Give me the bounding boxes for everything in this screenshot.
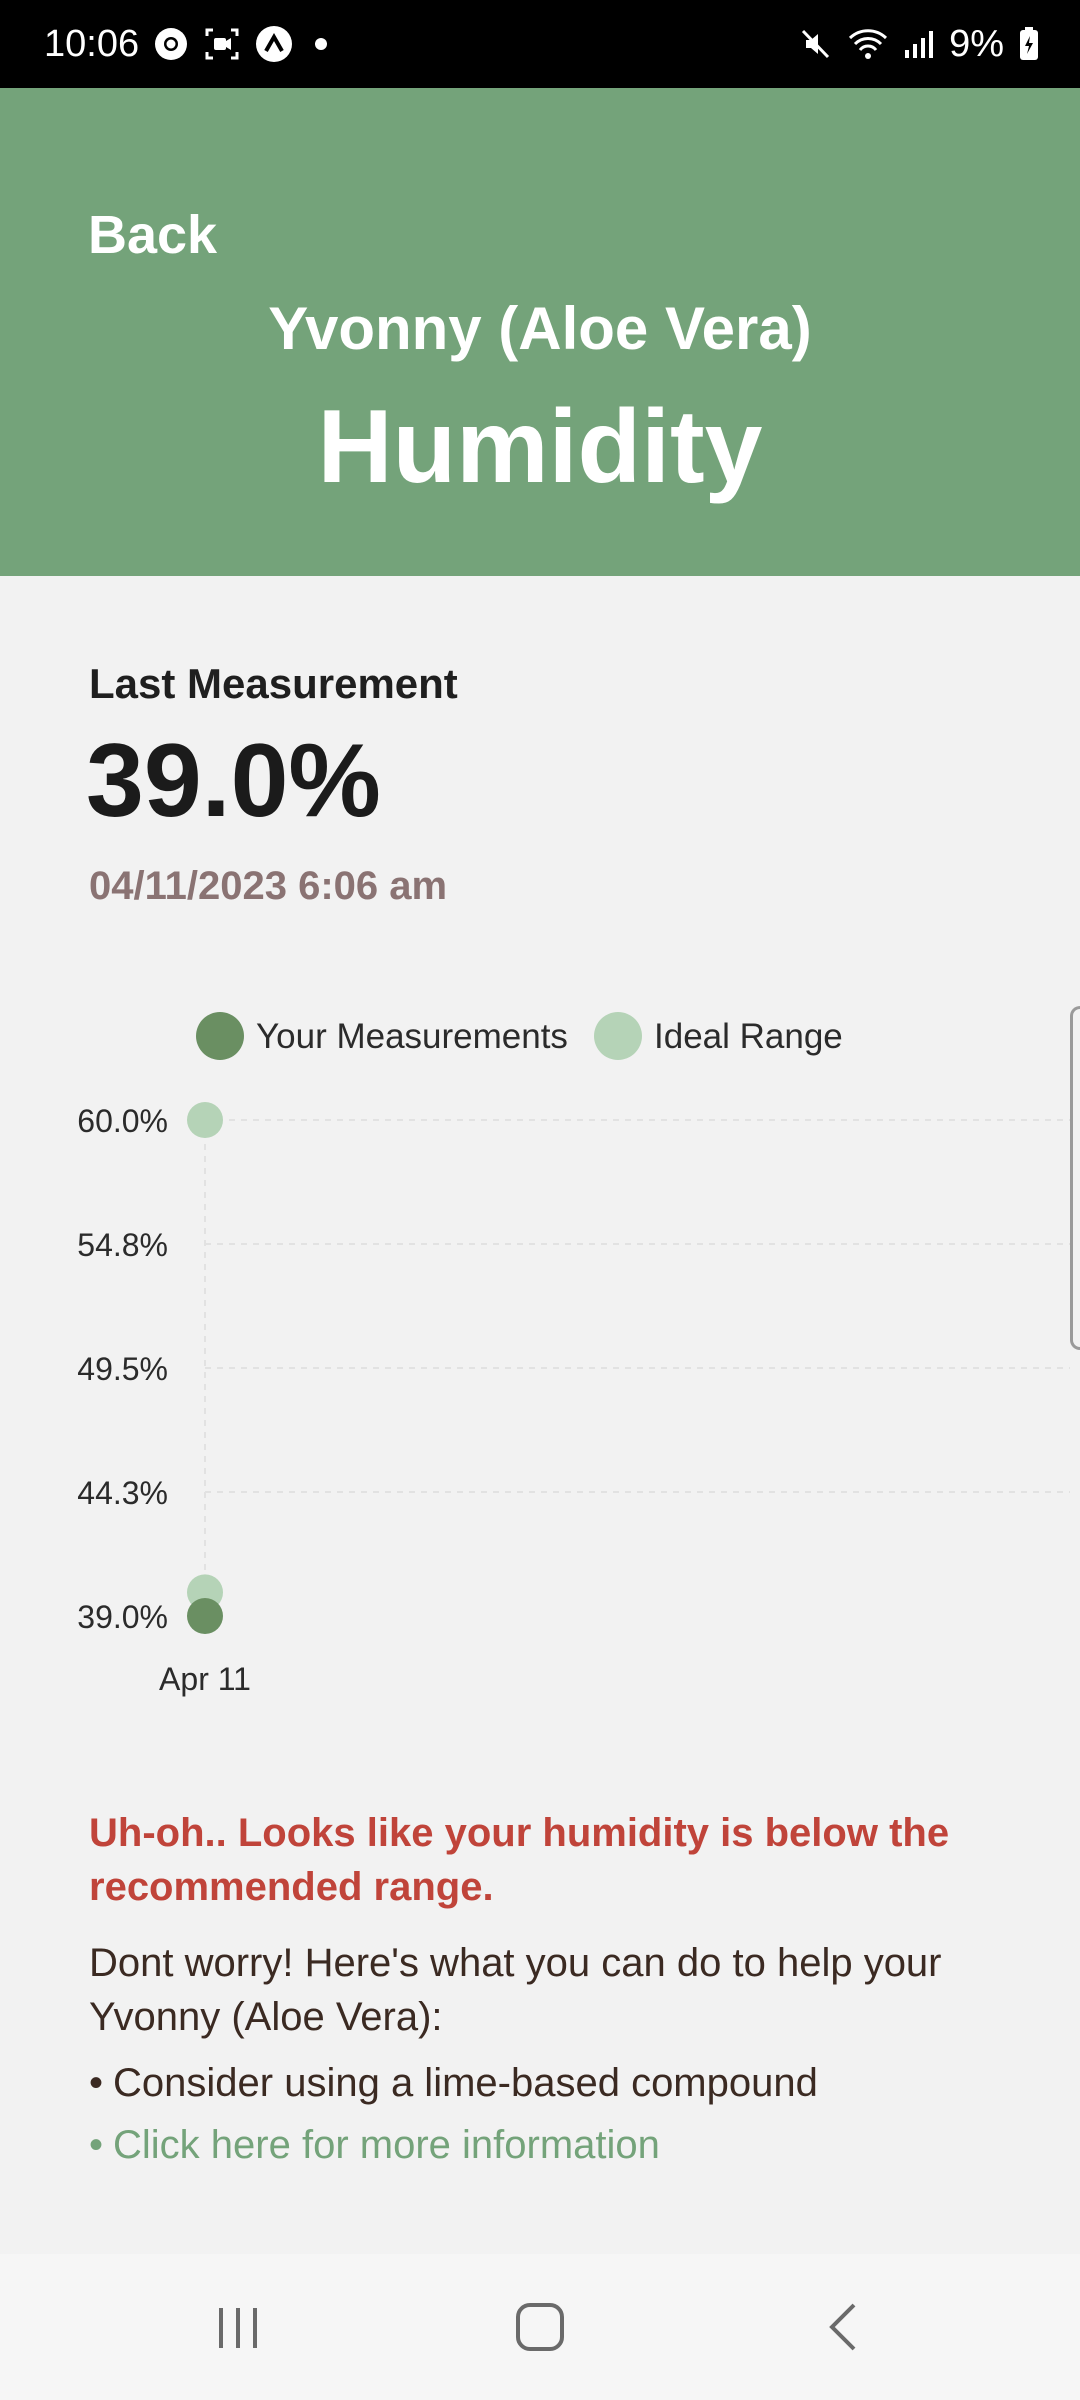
- battery-percentage: 9%: [949, 22, 1004, 65]
- mute-icon: [797, 26, 833, 62]
- warning-message: Uh-oh.. Looks like your humidity is belo…: [89, 1811, 950, 1909]
- last-measurement-value: 39.0%: [86, 723, 381, 839]
- bullet: •: [89, 2123, 104, 2167]
- legend-label-1: Ideal Range: [654, 1017, 843, 1056]
- scroll-indicator[interactable]: [1070, 1006, 1080, 1350]
- more-info-link[interactable]: • Click here for more information: [89, 2118, 660, 2172]
- page-title: Humidity: [317, 389, 763, 505]
- y-tick-label-3: 44.3%: [77, 1475, 168, 1511]
- home-button[interactable]: [440, 2254, 640, 2400]
- signal-icon: [903, 28, 935, 60]
- navigation-bar: [0, 2254, 1080, 2400]
- recents-icon: [219, 2308, 257, 2348]
- screen-record-icon: [203, 26, 241, 62]
- legend-marker-0: [196, 1012, 244, 1060]
- plant-name: Yvonny (Aloe Vera): [268, 295, 812, 362]
- y-tick-label-0: 60.0%: [77, 1103, 168, 1139]
- legend-label-0: Your Measurements: [256, 1017, 568, 1056]
- notification-dot-icon: [315, 38, 328, 50]
- advice-item: • Consider using a lime-based compound: [89, 2056, 818, 2110]
- advice-item-text: Consider using a lime-based compound: [113, 2061, 818, 2105]
- last-measurement-timestamp: 04/11/2023 6:06 am: [89, 864, 448, 908]
- status-time: 10:06: [44, 22, 140, 65]
- last-measurement-label: Last Measurement: [89, 660, 458, 707]
- chrome-icon: [153, 26, 189, 62]
- back-icon: [829, 2303, 856, 2351]
- humidity-chart: Your Measurements Ideal Range 60.0% 54.8% 49…: [0, 990, 1080, 1710]
- more-info-link-text[interactable]: Click here for more information: [113, 2123, 660, 2167]
- app-a-icon: [255, 25, 293, 63]
- bullet: •: [89, 2061, 104, 2105]
- status-left: 10:06: [44, 22, 328, 66]
- data-point-1-0: [187, 1102, 223, 1138]
- legend-marker-1: [594, 1012, 642, 1060]
- advice-intro: Dont worry! Here's what you can do to he…: [89, 1941, 942, 2039]
- data-point-0-0: [187, 1598, 223, 1634]
- status-right: 9%: [797, 23, 1040, 66]
- header: Back Yvonny (Aloe Vera) Humidity: [0, 88, 1080, 576]
- y-tick-label-4: 39.0%: [77, 1599, 168, 1635]
- recents-button[interactable]: [138, 2254, 338, 2400]
- back-nav-button[interactable]: [744, 2254, 944, 2400]
- x-tick-label-0: Apr 11: [159, 1661, 251, 1697]
- home-icon: [516, 2303, 564, 2351]
- humidity-chart-svg: Your Measurements Ideal Range 60.0% 54.8% 49…: [77, 1012, 1070, 1697]
- y-tick-label-1: 54.8%: [77, 1227, 168, 1263]
- y-tick-label-2: 49.5%: [77, 1351, 168, 1387]
- back-button[interactable]: Back: [88, 205, 218, 265]
- battery-charging-icon: [1018, 26, 1040, 62]
- status-bar: 10:06 9%: [0, 0, 1080, 88]
- wifi-icon: [847, 26, 889, 62]
